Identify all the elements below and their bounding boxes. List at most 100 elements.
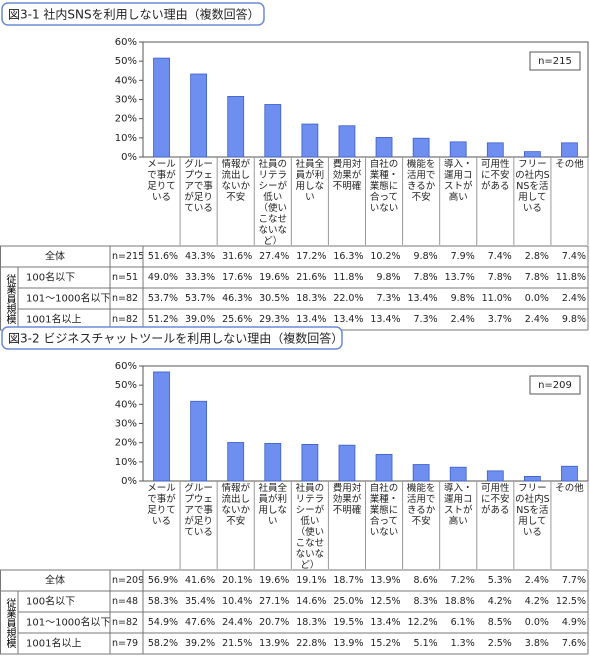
table-cell: 33.3%: [185, 272, 215, 283]
table-cell: 18.3%: [296, 617, 326, 628]
table-cell: 27.1%: [259, 596, 289, 607]
table-cell: 53.7%: [185, 293, 215, 304]
table-cell: 13.4%: [333, 314, 363, 325]
category-label: その他: [555, 483, 584, 494]
table-cell: 8.3%: [414, 596, 438, 607]
table-cell: 15.2%: [370, 638, 400, 649]
bar: [190, 73, 208, 158]
table-cell: 46.3%: [222, 293, 252, 304]
y-tick-label: 0%: [121, 476, 137, 487]
table-cell: 3.7%: [488, 314, 512, 325]
category-label: 社員のリテラシーが低い（使いこなせないなど）: [295, 483, 325, 569]
table-cell: 41.6%: [185, 575, 215, 586]
y-tick-label: 20%: [115, 114, 137, 125]
bar: [338, 444, 356, 482]
row-n: n=209: [112, 575, 144, 586]
bar: [561, 142, 578, 158]
table-cell: 12.5%: [370, 596, 400, 607]
n-box: [529, 375, 581, 395]
bar: [449, 466, 467, 482]
table-cell: 0.0%: [525, 617, 549, 628]
group-label-text: 従業員規模: [4, 273, 15, 324]
table-cell: 9.8%: [562, 314, 586, 325]
table-cell: 0.0%: [525, 293, 549, 304]
table-cell: 30.5%: [259, 293, 289, 304]
bar: [412, 137, 430, 158]
table-cell: 13.7%: [445, 272, 475, 283]
y-tick-label: 30%: [115, 419, 137, 430]
table-cell: 43.3%: [185, 251, 215, 262]
row-n: n=215: [112, 251, 144, 262]
category-label: 導入・運用コストが高い: [443, 483, 473, 527]
table-cell: 21.5%: [222, 638, 252, 649]
category-label: 社員全員が利用しない: [296, 159, 325, 203]
x-tick-label: メールで事が足りている: [147, 159, 176, 203]
x-tick-label: 機能を活用できるか不安: [406, 159, 436, 203]
table-cell: 22.0%: [333, 293, 363, 304]
table-cell: 17.2%: [296, 251, 326, 262]
y-tick-label: 20%: [115, 438, 137, 449]
table-cell: 7.6%: [562, 638, 586, 649]
row-label: 101〜1000名以下: [26, 616, 111, 629]
table-cell: 19.5%: [333, 617, 363, 628]
table-cell: 6.1%: [451, 617, 475, 628]
x-tick-label: 情報が流出しないか不安: [221, 483, 250, 527]
x-tick-label: グループウェアで事が足りている: [184, 159, 213, 214]
category-label: 社員全員が利用しない: [259, 483, 288, 527]
table-cell: 7.3%: [414, 314, 438, 325]
table-cell: 13.9%: [370, 575, 400, 586]
table-cell: 18.8%: [445, 596, 475, 607]
bar: [153, 57, 170, 158]
bar: [301, 443, 319, 482]
n-label: n=215: [538, 56, 572, 67]
bar: [486, 142, 504, 158]
row-label: 100名以下: [26, 595, 75, 608]
bar: [486, 470, 504, 482]
table-cell: 56.9%: [148, 575, 178, 586]
category-label: その他: [555, 159, 584, 170]
x-tick-label: 導入・運用コストが高い: [443, 483, 473, 527]
table-cell: 53.7%: [148, 293, 178, 304]
table-cell: 2.4%: [451, 314, 475, 325]
table-cell: 5.1%: [414, 638, 438, 649]
x-tick-label: 社員のリテラシーが低い（使いこなせないなど）: [258, 159, 288, 245]
row-label: 1001名以上: [26, 313, 81, 326]
category-label: 可用性に不安がある: [481, 159, 510, 192]
category-label: 自社の業種・業態に合っていない: [370, 483, 399, 538]
table-cell: 18.7%: [333, 575, 363, 586]
row-n: n=82: [112, 314, 138, 325]
category-label: フリーの社内SNSを活用している: [515, 483, 550, 538]
bar: [412, 464, 430, 482]
table-cell: 35.4%: [185, 596, 215, 607]
table-cell: 13.4%: [407, 293, 437, 304]
table-cell: 47.6%: [185, 617, 215, 628]
category-label: 情報が流出しないか不安: [221, 483, 250, 527]
x-tick-label: 費用対効果が不明確: [332, 159, 362, 192]
category-label: 機能を活用できるか不安: [407, 483, 436, 527]
table-cell: 7.8%: [488, 272, 512, 283]
x-tick-label: 社員のリテラシーが低い（使いこなせないなど）: [295, 483, 325, 569]
table-cell: 9.8%: [451, 293, 475, 304]
table-cell: 9.8%: [376, 272, 400, 283]
bar: [264, 104, 282, 158]
title-box: [1, 2, 265, 26]
table-cell: 29.3%: [259, 314, 289, 325]
row-n: n=48: [112, 596, 138, 607]
table-cell: 19.6%: [259, 272, 289, 283]
category-label: 社員のリテラシーが低い（使いこなせないなど）: [258, 159, 288, 245]
table-cell: 7.7%: [562, 575, 586, 586]
row-n: n=82: [112, 293, 138, 304]
table-cell: 20.1%: [222, 575, 252, 586]
row-label: 全体: [45, 250, 65, 263]
table-cell: 3.8%: [525, 638, 549, 649]
bar: [375, 453, 393, 482]
table-cell: 4.2%: [488, 596, 512, 607]
category-label: メールで事が足りている: [147, 159, 176, 203]
bar: [153, 371, 170, 482]
table-cell: 13.4%: [370, 314, 400, 325]
x-tick-label: 可用性に不安がある: [481, 483, 510, 516]
table-cell: 4.2%: [525, 596, 549, 607]
bar: [375, 137, 393, 158]
table-cell: 4.9%: [562, 617, 586, 628]
table-cell: 20.7%: [259, 617, 289, 628]
